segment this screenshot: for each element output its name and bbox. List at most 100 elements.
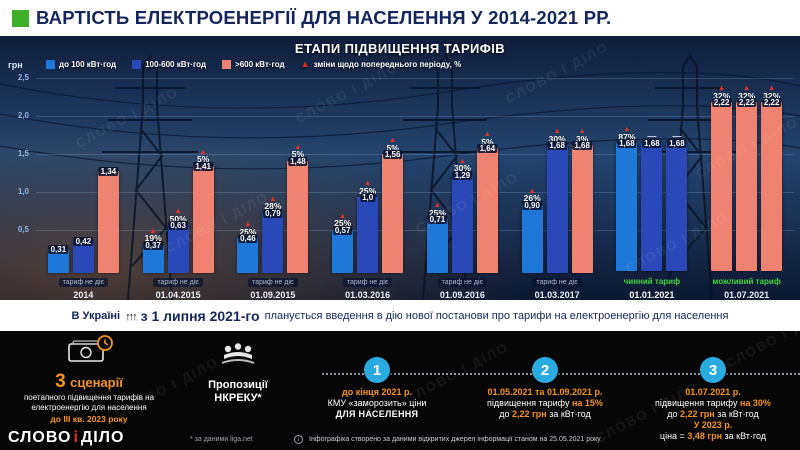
tariff-bar: 1,64 [476,144,498,273]
bar-value-label: 0,79 [263,208,283,218]
bar-column: ▲ 25% 0,57 [331,212,354,273]
source-footnote: * за даними liga.net [190,436,253,443]
timeline-dotted-line [322,373,800,375]
up-arrow-icon: ▲ [300,59,310,69]
percent-change-label: ▲ 25% [334,210,352,229]
scenarios-count: 3 сценарії [55,371,123,392]
bar-column: ▲ 5% 1,56 [381,136,404,273]
bar-column: ▲ 26% 0,90 [521,187,544,273]
tariff-bar: 0,37 [142,240,164,273]
percent-change-label: ▲ 32% [763,83,781,101]
tariff-bar: 0,79 [262,208,284,273]
scenario-2: 2 01.05.2021 та 01.09.2021 р. підвищення… [463,357,627,420]
up-arrow-icon: ▲ [294,141,302,151]
percent-change-label: ▲ 5% [481,129,494,147]
up-arrow-icon: ▲ [553,126,561,136]
legend-swatch [222,60,232,69]
tariff-bar: 1,68 [616,139,638,271]
bar-value-label: 1,68 [617,139,637,149]
percent-change-label: ▲ 32% [738,83,756,101]
tariff-bar: 1,68 [546,141,568,273]
tariff-bar: 0,71 [426,215,448,273]
bar-value-label: 1,41 [193,161,213,171]
percent-change-label: ▲ 25% [239,219,257,237]
scenario-2-number-badge: 2 [532,357,558,383]
tariff-bar: 2,22 [736,98,758,271]
chart-group: 0,31 0,42 1,34 тариф не діє 2014 [36,78,131,300]
y-axis-unit: грн [8,60,23,70]
bar-cluster: ▲ 25% 0,46 ▲ 28% 0,79 ▲ 5% 1,48 [236,83,309,273]
chart-title: ЕТАПИ ПІДВИЩЕННЯ ТАРИФІВ [294,41,506,56]
percent-change-label: ▲ 5% [386,135,399,153]
scenarios-summary: 3 сценарії поетапного підвищення тарифів… [8,334,170,424]
legend-item: >600 кВт·год [222,60,285,69]
power-wires [0,71,800,170]
chart-legend: до 100 кВт·год 100-600 кВт·год >600 кВт·го… [46,60,461,69]
up-arrow-icon: ▲ [528,185,536,195]
bar-column: ▲ 87% 1,68 [615,125,638,271]
tariff-bar: 0,63 [167,221,189,273]
tariff-bar: 1,56 [382,150,404,273]
bar-cluster: ▲ 25% 0,71 ▲ 30% 1,29 ▲ 5% 1,64 [426,83,499,273]
up-arrow-icon: ▲ [458,155,467,165]
percent-change-label: ▲ 25% [359,178,377,196]
tariff-bar: 0,42 [72,237,94,273]
gridline [36,154,794,155]
scenario-1: 1 до кінця 2021 р. КМУ «заморозить» ціни… [303,357,451,420]
money-clock-icon [68,335,113,362]
bar-value-label: 2,22 [711,98,732,108]
bar-value-label: 1,68 [547,141,567,151]
tariff-status-label: тариф не діє [58,278,109,287]
bar-value-label: 1,0 [360,193,376,202]
bar-column: ▲ 19% 0,37 [142,227,165,273]
legend-item: до 100 кВт·год [46,60,116,69]
y-tick-label: 1,0 [17,187,29,197]
up-arrow-icon: ▲ [363,178,372,187]
bar-value-label: 0,31 [48,245,69,255]
chart-group: ▲ 25% 0,71 ▲ 30% 1,29 ▲ 5% 1,64 тариф не діє 01.09… [415,78,510,300]
tariff-status-label: тариф не діє [153,278,203,287]
bar-column: ▲ 28% 0,79 [261,195,284,273]
bar-value-label: 0,37 [143,240,163,250]
bar-value-label: 0,71 [427,215,448,225]
tariff-bar: 1,34 [97,167,119,273]
bar-value-label: 2,22 [761,98,782,108]
announcement-banner: В Україні з 1 липня 2021-го планується в… [0,300,800,331]
bar-cluster: ▲ 87% 1,68—1,68—1,68 [615,81,688,271]
x-axis-date-label: 01.07.2021 [724,290,770,300]
banner-text: планується введення в дію нової постанов… [264,309,729,322]
bar-column: ▲ 30% 1,29 [451,157,474,273]
green-accent-square [12,9,29,27]
x-axis-date-label: 01.03.2016 [345,290,391,300]
percent-change-label: ▲ 30% [453,155,471,174]
bar-value-label: 1,68 [642,139,662,149]
bar-column: —1,68 [640,132,663,271]
page-title: ВАРТІСТЬ ЕЛЕКТРОЕНЕРГІЇ ДЛЯ НАСЕЛЕННЯ У … [36,7,612,28]
bar-value-label: 1,29 [452,170,473,180]
tariff-bar: 1,68 [641,139,663,271]
scenario-1-number-badge: 1 [364,357,390,383]
gridline [36,192,794,193]
up-arrow-icon: ▲ [623,124,631,134]
tariff-bar: 0,90 [521,200,543,273]
bar-column: ▲ 32% 2,22 [710,84,733,271]
bar-value-label: 0,63 [168,221,188,231]
bar-cluster: 0,31 0,42 1,34 [47,83,120,273]
up-arrow-icon: ▲ [338,210,347,220]
up-arrow-icon: ▲ [767,83,776,93]
bar-value-label: 1,68 [667,139,687,149]
bar-column: ▲ 30% 1,68 [546,127,569,273]
bar-value-label: 2,22 [736,98,757,108]
bar-column: ▲ 5% 1,41 [192,148,215,273]
bar-cluster: ▲ 25% 0,57 ▲ 25% 1,0 ▲ 5% 1,56 [331,83,404,273]
tariff-status-label: чинний тариф [623,277,681,286]
bar-column: 0,42 [72,237,95,273]
up-arrow-icon: ▲ [149,225,157,235]
up-arrows-icon [125,307,136,325]
tariff-bar: 1,68 [571,141,593,273]
bar-column: ▲ 32% 2,22 [760,84,783,271]
percent-change-label: — [672,131,682,142]
x-axis-date-label: 01.04.2015 [155,290,201,300]
bar-cluster: ▲ 19% 0,37 ▲ 50% 0,63 ▲ 5% 1,41 [142,83,215,273]
